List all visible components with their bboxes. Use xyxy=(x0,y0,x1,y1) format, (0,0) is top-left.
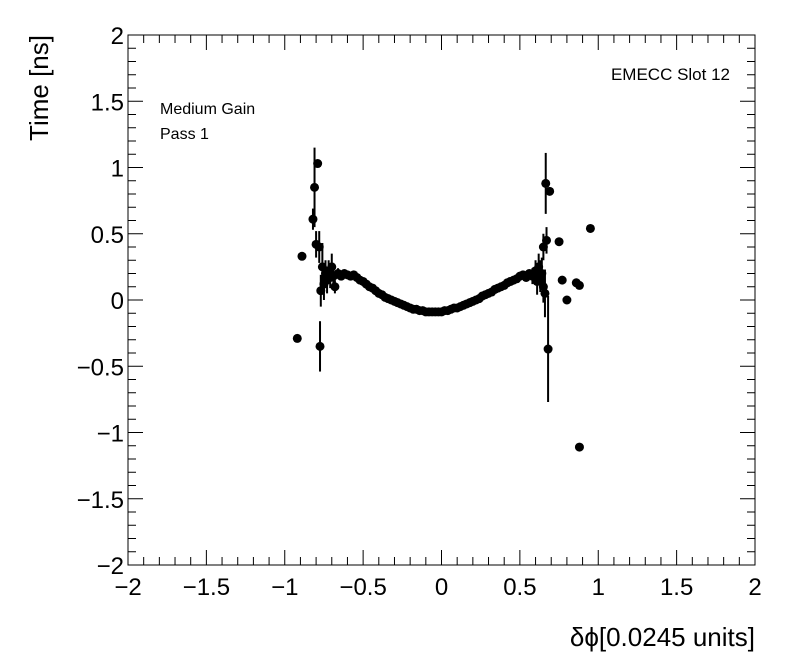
x-tick-label: 1 xyxy=(592,574,605,601)
x-tick-labels: −2 −1.5 −1 −0.5 0 0.5 1 1.5 2 xyxy=(114,574,761,601)
data-point xyxy=(330,282,340,292)
axis-ticks xyxy=(127,34,756,566)
data-point xyxy=(554,237,564,247)
data-point xyxy=(562,295,572,305)
x-tick-label: −2 xyxy=(114,574,141,601)
y-axis-title: Time [ns] xyxy=(24,35,54,141)
y-tick-label: −1.5 xyxy=(77,487,124,514)
y-tick-labels: −2 −1.5 −1 −0.5 0 0.5 1 1.5 2 xyxy=(77,23,124,580)
data-point xyxy=(574,280,584,290)
data-point xyxy=(314,242,324,252)
x-tick-label: −1 xyxy=(271,574,298,601)
y-tick-label: 1.5 xyxy=(91,89,124,116)
data-point xyxy=(540,288,550,298)
data-point xyxy=(545,186,555,196)
y-tick-label: −1 xyxy=(97,421,124,448)
y-tick-label: −2 xyxy=(97,553,124,580)
x-tick-label: 0.5 xyxy=(503,574,536,601)
x-tick-label: −0.5 xyxy=(339,574,386,601)
x-tick-label: 1.5 xyxy=(660,574,693,601)
data-point xyxy=(541,178,551,188)
y-tick-label: 1 xyxy=(111,156,124,183)
data-point xyxy=(557,275,567,285)
data-point xyxy=(292,333,302,343)
data-point xyxy=(574,442,584,452)
annotation-gain: Medium Gain xyxy=(160,101,255,118)
data-point xyxy=(543,344,553,354)
x-axis-title: δϕ[0.0245 units] xyxy=(570,622,755,652)
annotation-pass: Pass 1 xyxy=(160,126,209,143)
data-point xyxy=(310,182,320,192)
y-tick-label: 2 xyxy=(111,23,124,50)
data-markers xyxy=(292,159,595,452)
y-tick-label: −0.5 xyxy=(77,354,124,381)
x-tick-label: 2 xyxy=(748,574,761,601)
y-tick-label: 0.5 xyxy=(91,222,124,249)
x-tick-label: 0 xyxy=(435,574,448,601)
annotation-slot: EMECC Slot 12 xyxy=(611,65,730,84)
data-point xyxy=(585,223,595,233)
data-point xyxy=(327,262,337,272)
data-point xyxy=(297,251,307,261)
data-point xyxy=(315,341,325,351)
data-point xyxy=(308,214,318,224)
x-tick-label: −1.5 xyxy=(183,574,230,601)
data-point xyxy=(542,235,552,245)
data-point xyxy=(537,269,547,278)
data-point xyxy=(313,159,323,169)
y-tick-label: 0 xyxy=(111,288,124,315)
